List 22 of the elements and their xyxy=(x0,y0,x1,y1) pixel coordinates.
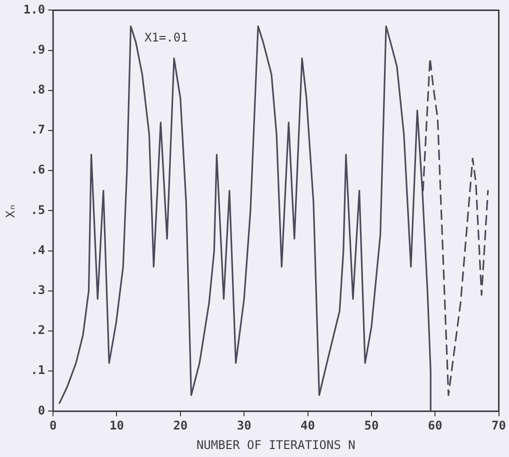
x-axis-title: NUMBER OF ITERATIONS N xyxy=(196,438,356,452)
y-tick-label: .8 xyxy=(30,82,46,97)
x-tick-label: 70 xyxy=(492,418,506,433)
y-tick-label: .1 xyxy=(30,363,46,378)
y-tick-label: .4 xyxy=(30,242,46,257)
y-tick-label: .5 xyxy=(30,202,46,217)
y-axis-title: Xₙ xyxy=(3,203,18,218)
y-tick-label: .2 xyxy=(30,323,46,338)
x-tick-label: 0 xyxy=(49,418,57,433)
y-tick-label: 1.0 xyxy=(23,2,46,16)
x-tick-label: 40 xyxy=(300,418,315,433)
y-tick-label: .6 xyxy=(30,162,46,177)
x-tick-label: 60 xyxy=(428,418,442,433)
y-tick-label: .9 xyxy=(30,42,46,56)
x-tick-label: 30 xyxy=(236,418,252,433)
x-tick-label: 20 xyxy=(173,418,188,433)
annotation: X1=.01 xyxy=(144,30,188,44)
y-tick-label: 0 xyxy=(38,403,46,418)
y-tick-label: .3 xyxy=(30,283,46,298)
y-tick-label: .7 xyxy=(30,122,46,137)
x-tick-label: 50 xyxy=(364,418,379,433)
x-tick-label: 10 xyxy=(110,418,124,433)
